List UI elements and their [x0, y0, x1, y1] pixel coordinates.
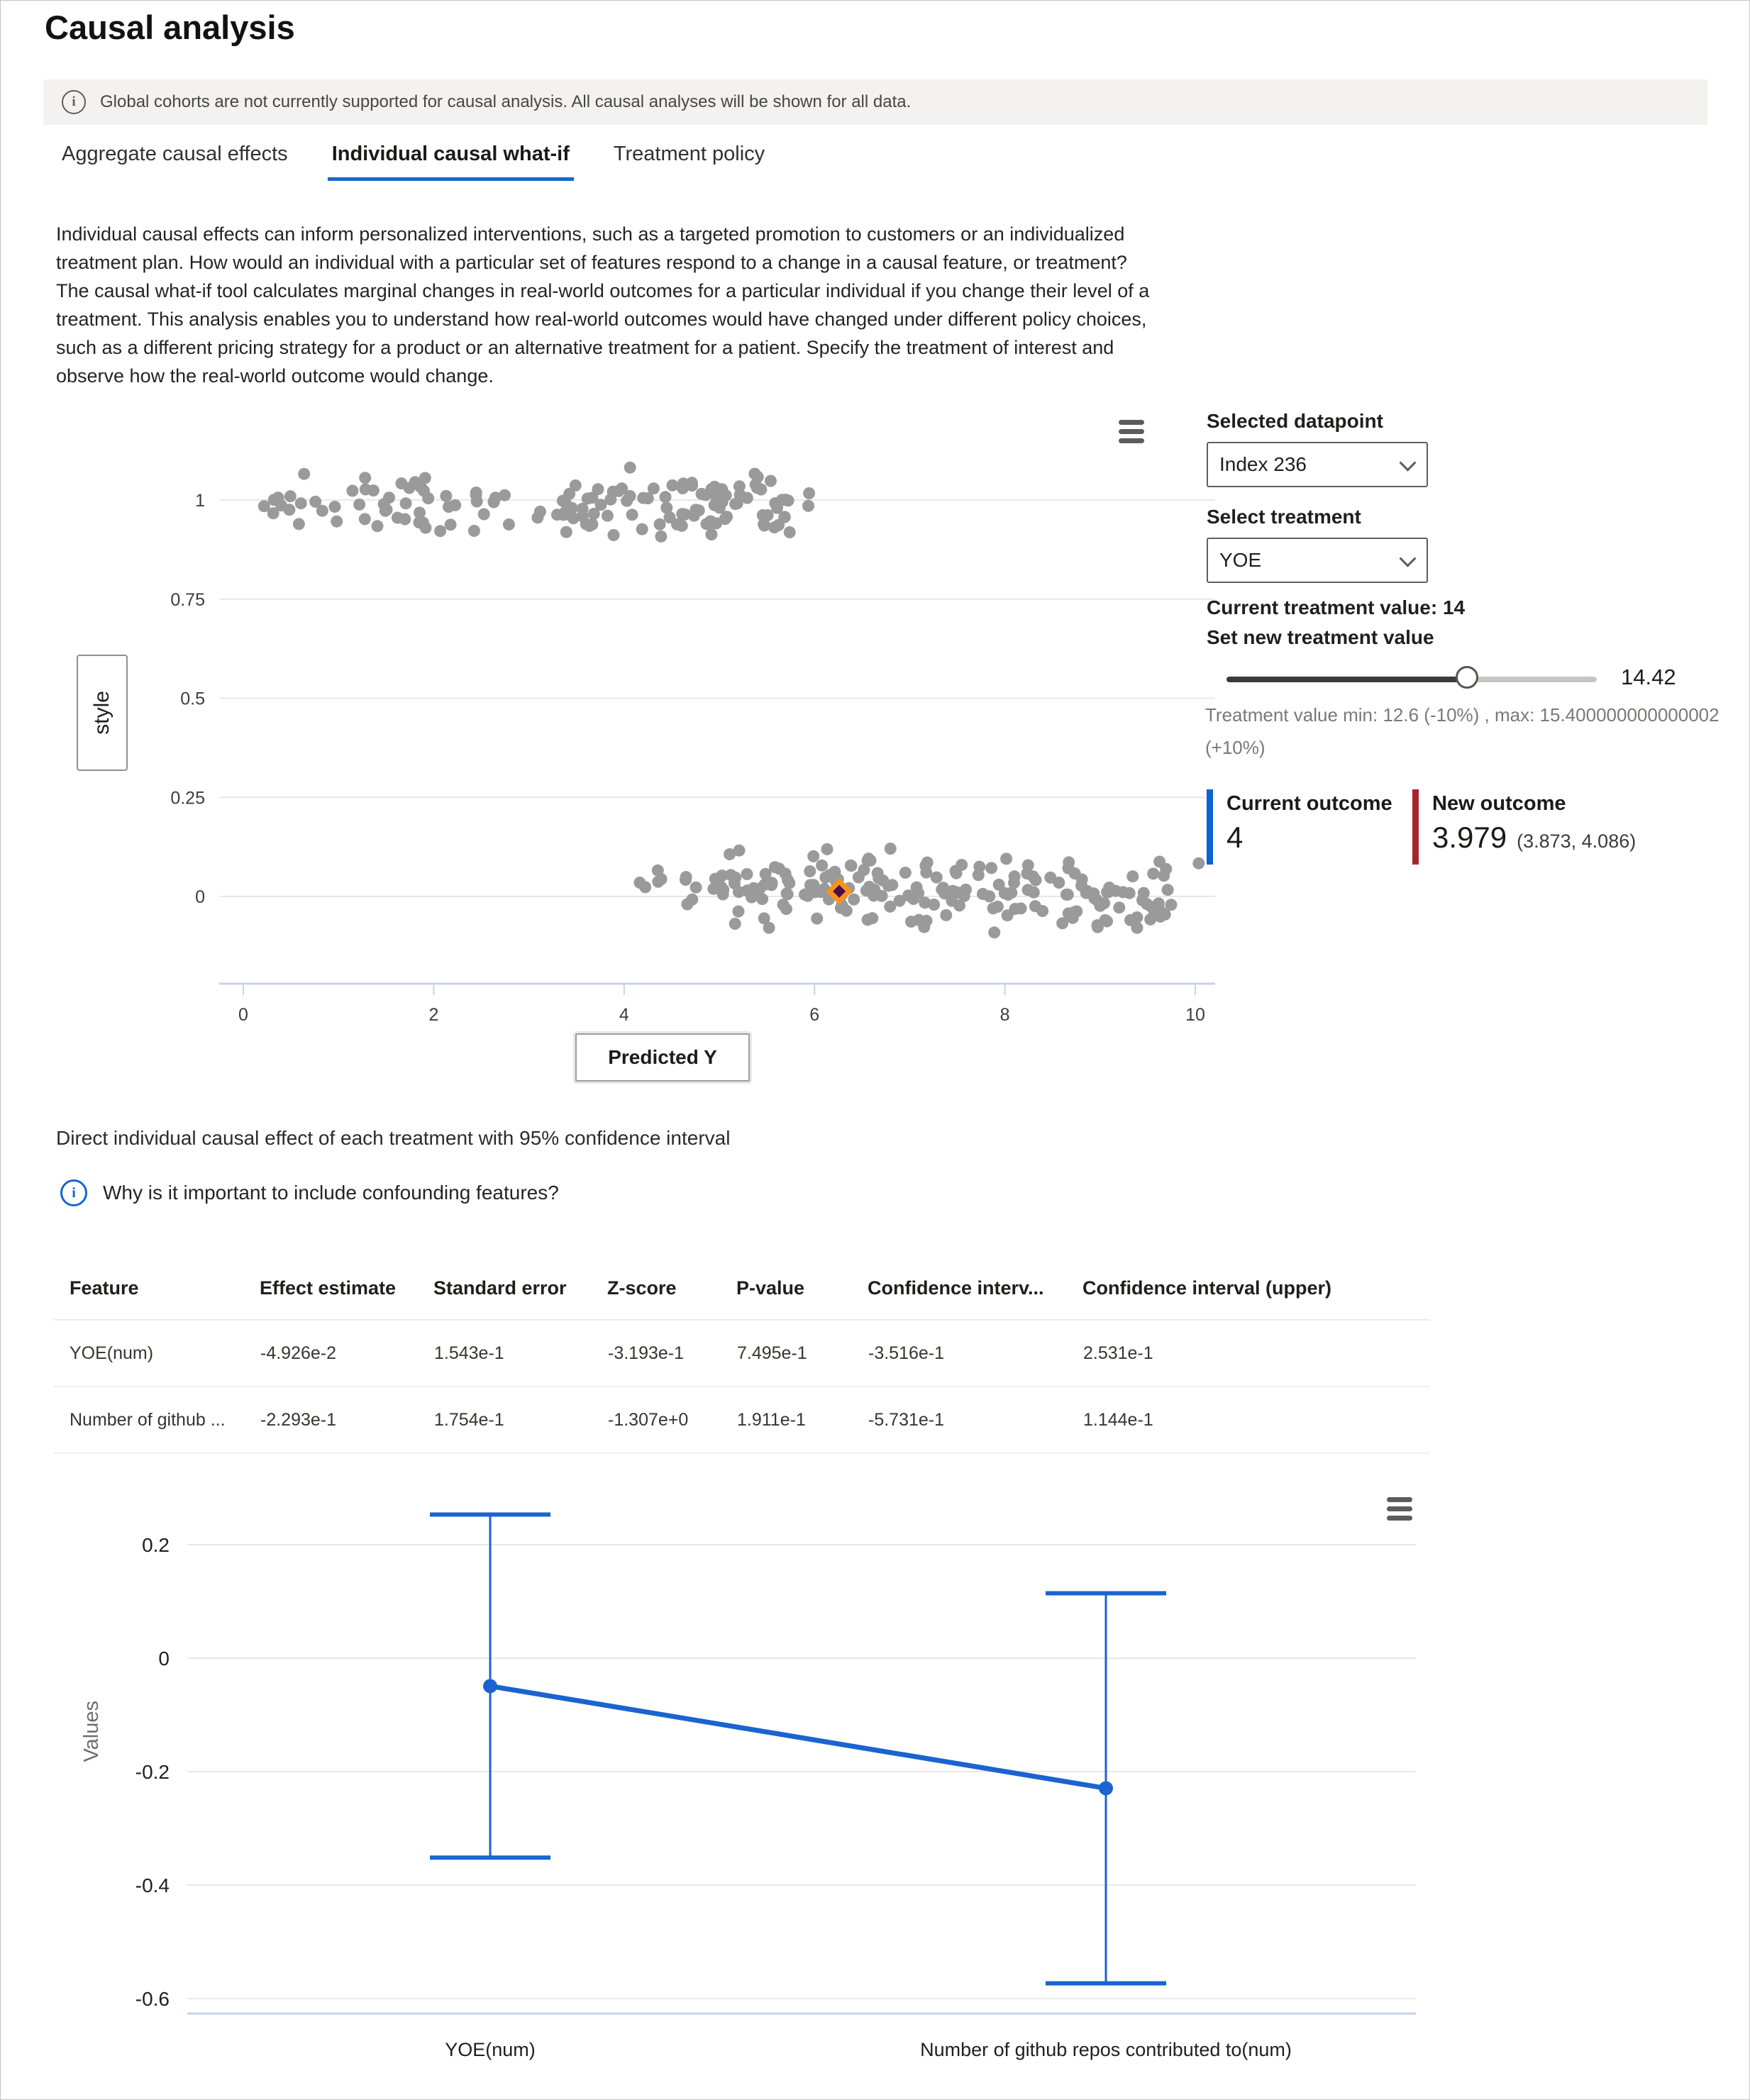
- svg-text:-0.2: -0.2: [135, 1761, 170, 1783]
- table-cell: 7.495e-1: [736, 1320, 868, 1387]
- chevron-down-icon: [1399, 454, 1417, 472]
- table-cell: 1.543e-1: [433, 1320, 607, 1387]
- svg-text:0: 0: [195, 887, 205, 907]
- set-treatment-value-label: Set new treatment value: [1207, 626, 1434, 648]
- column-header: Confidence interv...: [868, 1267, 1082, 1321]
- column-header: Effect estimate: [260, 1267, 433, 1321]
- new-outcome-value: 3.979: [1432, 821, 1507, 854]
- tab-aggregate-causal-effects[interactable]: Aggregate causal effects: [62, 143, 288, 165]
- svg-text:0.75: 0.75: [170, 590, 205, 610]
- svg-text:0: 0: [238, 1005, 248, 1025]
- svg-text:0.25: 0.25: [170, 788, 205, 808]
- treatment-range-note-line1: Treatment value min: 12.6 (-10%) , max: …: [1205, 704, 1719, 726]
- svg-text:8: 8: [1000, 1005, 1010, 1025]
- current-outcome-label: Current outcome: [1226, 792, 1392, 815]
- banner-text: Global cohorts are not currently support…: [100, 92, 912, 111]
- table-header: Feature Effect estimate Standard error Z-sc…: [54, 1267, 1430, 1321]
- causal-effects-errorbar-chart[interactable]: 0.2 0 -0.2 -0.4 -0.6 YOE(num) Number of github…: [1, 1455, 1750, 2093]
- table-row: YOE(num) -4.926e-2 1.543e-1 -3.193e-1 7.495e…: [54, 1320, 1430, 1387]
- svg-text:1: 1: [195, 491, 205, 511]
- svg-text:4: 4: [619, 1005, 629, 1025]
- table-cell: -3.193e-1: [607, 1320, 736, 1387]
- whatif-description: Individual causal effects can inform per…: [56, 223, 1150, 387]
- chart-menu-icon[interactable]: [1387, 1497, 1412, 1521]
- table-cell: 1.911e-1: [736, 1387, 868, 1454]
- slider-thumb[interactable]: [1456, 666, 1479, 689]
- treatment-value: YOE: [1219, 549, 1262, 571]
- info-icon: i: [60, 1179, 87, 1206]
- column-header: P-value: [736, 1267, 868, 1321]
- whatif-scatter-chart[interactable]: 1 0.75 0.5 0.25 0 0 2 4 6 8 10: [1, 394, 1750, 1104]
- current-outcome-value: 4: [1226, 821, 1244, 854]
- svg-text:-0.6: -0.6: [135, 1988, 170, 2010]
- column-header: Z-score: [607, 1267, 736, 1321]
- svg-text:-0.4: -0.4: [135, 1874, 170, 1896]
- column-header: Feature: [54, 1267, 260, 1321]
- chart-menu-icon[interactable]: [1119, 420, 1144, 443]
- svg-text:0.5: 0.5: [180, 689, 205, 709]
- new-outcome-row: 3.979 (3.873, 4.086): [1432, 821, 1636, 855]
- info-icon: i: [62, 90, 86, 114]
- svg-text:6: 6: [809, 1005, 819, 1025]
- selected-datapoint-value: Index 236: [1219, 453, 1307, 475]
- selected-datapoint-dropdown[interactable]: Index 236: [1207, 442, 1428, 487]
- treatment-dropdown[interactable]: YOE: [1207, 538, 1428, 583]
- svg-text:Number of github repos contrib: Number of github repos contributed to(nu…: [920, 2039, 1292, 2060]
- table-cell: 2.531e-1: [1082, 1320, 1430, 1387]
- table-cell: 1.144e-1: [1082, 1387, 1430, 1454]
- svg-text:YOE(num): YOE(num): [445, 2039, 536, 2060]
- tab-bar: Aggregate causal effects Individual causa…: [57, 140, 769, 181]
- new-outcome-accent-bar: [1412, 789, 1419, 865]
- values-axis-label: Values: [80, 1700, 103, 1762]
- svg-text:2: 2: [428, 1005, 438, 1025]
- table-cell: -1.307e+0: [607, 1387, 736, 1454]
- cohort-warning-banner: i Global cohorts are not currently suppo…: [43, 79, 1707, 125]
- column-header: Standard error: [433, 1267, 607, 1321]
- y-axis-label: style: [90, 691, 113, 735]
- chevron-down-icon: [1399, 550, 1417, 567]
- confounding-info-link[interactable]: i Why is it important to include confoun…: [60, 1179, 559, 1206]
- svg-text:0.2: 0.2: [142, 1534, 170, 1556]
- current-outcome-accent-bar: [1207, 789, 1213, 865]
- treatment-range-note-line2: (+10%): [1205, 737, 1266, 758]
- table-cell: YOE(num): [54, 1320, 260, 1387]
- table-cell: Number of github ...: [54, 1387, 260, 1454]
- causal-effects-table: Feature Effect estimate Standard error Z-sc…: [54, 1267, 1430, 1454]
- table-cell: -3.516e-1: [868, 1320, 1082, 1387]
- table-row: Number of github ... -2.293e-1 1.754e-1 -1.…: [54, 1387, 1430, 1454]
- slider-fill: [1226, 677, 1468, 682]
- svg-text:10: 10: [1185, 1005, 1205, 1025]
- effects-section-title: Direct individual causal effect of each …: [56, 1127, 731, 1149]
- table-cell: -5.731e-1: [868, 1387, 1082, 1454]
- page-title: Causal analysis: [45, 9, 295, 46]
- select-treatment-label: Select treatment: [1207, 506, 1361, 528]
- confounding-question: Why is it important to include confoundi…: [103, 1182, 559, 1204]
- column-header: Confidence interval (upper): [1082, 1267, 1430, 1321]
- tab-individual-causal-what-if[interactable]: Individual causal what-if: [327, 140, 574, 181]
- tab-treatment-policy[interactable]: Treatment policy: [613, 143, 765, 165]
- new-outcome-confidence-interval: (3.873, 4.086): [1517, 830, 1637, 852]
- new-outcome-label: New outcome: [1432, 792, 1566, 815]
- x-axis-selector-button[interactable]: Predicted Y: [573, 1031, 752, 1084]
- y-axis-selector-button[interactable]: style: [77, 655, 128, 771]
- table-cell: -4.926e-2: [260, 1320, 433, 1387]
- treatment-slider[interactable]: [1226, 666, 1597, 689]
- slider-value: 14.42: [1621, 665, 1676, 689]
- table-cell: 1.754e-1: [433, 1387, 607, 1454]
- current-treatment-value-label: Current treatment value: 14: [1207, 596, 1466, 618]
- selected-datapoint-label: Selected datapoint: [1207, 410, 1383, 432]
- table-cell: -2.293e-1: [260, 1387, 433, 1454]
- svg-text:0: 0: [158, 1648, 170, 1670]
